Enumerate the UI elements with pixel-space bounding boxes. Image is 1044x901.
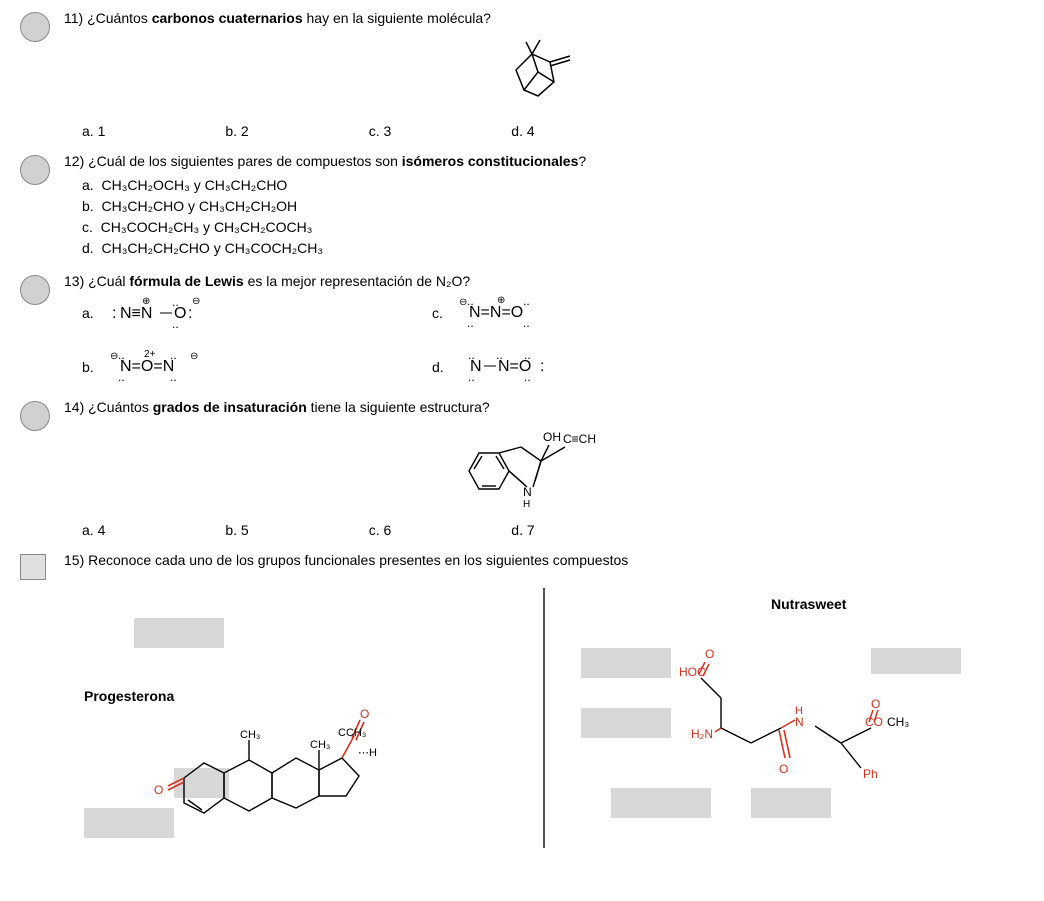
option-d[interactable]: d. N .. .. N=O .. .. .. : xyxy=(432,349,782,385)
options: a. 4 b. 5 c. 6 d. 7 xyxy=(82,522,1024,538)
molecule-diagram: N H OH C≡CH xyxy=(64,421,1024,514)
svg-text:..: .. xyxy=(118,370,125,384)
question-text: 14) ¿Cuántos grados de insaturación tien… xyxy=(64,399,1024,415)
q-number: 12) xyxy=(64,153,84,169)
blank-box[interactable] xyxy=(581,648,671,678)
option-c[interactable]: c. CH₃COCH₂CH₃ y CH₃CH₂COCH₃ xyxy=(82,217,1024,238)
question-13: 13) ¿Cuál fórmula de Lewis es la mejor r… xyxy=(20,273,1024,385)
question-11: 11) ¿Cuántos carbonos cuaternarios hay e… xyxy=(20,10,1024,139)
svg-text:Ph: Ph xyxy=(863,767,878,781)
option-c[interactable]: c. 3 xyxy=(369,123,392,139)
q-number: 11) xyxy=(64,10,83,26)
option-b[interactable]: b. ⊖ N=O=N .. .. 2+ .. .. ⊖ xyxy=(82,349,432,385)
svg-text::: : xyxy=(188,305,192,322)
question-text: 15) Reconoce cada uno de los grupos func… xyxy=(64,552,1024,568)
lewis-b-icon: ⊖ N=O=N .. .. 2+ .. .. ⊖ xyxy=(108,349,228,385)
molecule-title: Nutrasweet xyxy=(771,596,846,612)
progesterone-panel: Progesterona xyxy=(64,588,537,848)
svg-text:..: .. xyxy=(467,295,474,308)
svg-text:..: .. xyxy=(468,370,475,384)
svg-text:..: .. xyxy=(170,349,177,362)
svg-text:C≡CH: C≡CH xyxy=(563,432,596,446)
svg-text:O: O xyxy=(705,647,714,661)
svg-text:O: O xyxy=(154,783,163,797)
answer-square[interactable] xyxy=(20,554,46,580)
svg-text:H₂N: H₂N xyxy=(691,727,713,741)
svg-text:..: .. xyxy=(172,317,179,330)
option-d[interactable]: d. CH₃CH₂CH₂CHO y CH₃COCH₂CH₃ xyxy=(82,238,1024,259)
svg-text:O: O xyxy=(871,697,880,711)
question-text: 13) ¿Cuál fórmula de Lewis es la mejor r… xyxy=(64,273,1024,289)
options: a. CH₃CH₂OCH₃ y CH₃CH₂CHO b. CH₃CH₂CHO y… xyxy=(82,175,1024,259)
svg-text:..: .. xyxy=(468,349,475,362)
svg-text:N: N xyxy=(523,485,532,499)
answer-bubble[interactable] xyxy=(20,401,50,431)
option-a[interactable]: a. 1 xyxy=(82,123,105,139)
option-d[interactable]: d. 4 xyxy=(511,123,534,139)
option-c[interactable]: c. ⊖ N=N=O .. .. ⊕ .. .. xyxy=(432,295,782,331)
question-14: 14) ¿Cuántos grados de insaturación tien… xyxy=(20,399,1024,538)
q-number: 14) xyxy=(64,399,84,415)
svg-text:..: .. xyxy=(524,370,531,384)
svg-text:N: N xyxy=(795,715,804,729)
svg-text:O: O xyxy=(779,762,788,776)
options: a. 1 b. 2 c. 3 d. 4 xyxy=(82,123,1024,139)
svg-text:H: H xyxy=(795,705,803,717)
option-c[interactable]: c. 6 xyxy=(369,522,392,538)
q-number: 13) xyxy=(64,273,84,289)
svg-text:..: .. xyxy=(172,296,179,309)
svg-text:⊖: ⊖ xyxy=(192,296,200,307)
option-a[interactable]: a. 4 xyxy=(82,522,105,538)
svg-text:..: .. xyxy=(524,349,531,362)
svg-text:N=O=N: N=O=N xyxy=(120,358,174,375)
option-d[interactable]: d. 7 xyxy=(511,522,534,538)
svg-text:..: .. xyxy=(523,316,530,330)
question-text: 12) ¿Cuál de los siguientes pares de com… xyxy=(64,153,1024,169)
answer-bubble[interactable] xyxy=(20,155,50,185)
molecule-diagram xyxy=(64,32,1024,115)
option-b[interactable]: b. 5 xyxy=(225,522,248,538)
nutrasweet-structure: HOC O H₂N O N H xyxy=(661,618,991,818)
question-15: 15) Reconoce cada uno de los grupos func… xyxy=(20,552,1024,848)
option-b[interactable]: b. 2 xyxy=(225,123,248,139)
svg-text:⊕: ⊕ xyxy=(142,296,150,307)
question-12: 12) ¿Cuál de los siguientes pares de com… xyxy=(20,153,1024,259)
svg-text:⊖: ⊖ xyxy=(190,351,198,362)
lewis-d-icon: N .. .. N=O .. .. .. : xyxy=(458,349,578,385)
svg-text:2+: 2+ xyxy=(144,349,156,360)
lewis-c-icon: ⊖ N=N=O .. .. ⊕ .. .. xyxy=(457,295,577,331)
question-text: 11) ¿Cuántos carbonos cuaternarios hay e… xyxy=(64,10,1024,26)
svg-text:CH₃: CH₃ xyxy=(240,729,260,741)
svg-text:..: .. xyxy=(467,316,474,330)
svg-text::: : xyxy=(540,358,544,375)
svg-text:⋯H: ⋯H xyxy=(358,747,377,759)
q-number: 15) xyxy=(64,552,84,568)
svg-text:CCH₃: CCH₃ xyxy=(338,727,366,739)
option-a[interactable]: a. : N≡N ⊕ O .. .. : ⊖ xyxy=(82,295,432,331)
svg-text:⊕: ⊕ xyxy=(497,295,505,306)
svg-text:OH: OH xyxy=(543,430,561,444)
answer-bubble[interactable] xyxy=(20,275,50,305)
progesterone-structure: CH₃ CH₃ ⋯H O CCH₃ O xyxy=(154,628,484,848)
lewis-a-icon: : N≡N ⊕ O .. .. : ⊖ xyxy=(108,296,218,330)
option-b[interactable]: b. CH₃CH₂CHO y CH₃CH₂CH₂OH xyxy=(82,196,1024,217)
svg-text:O: O xyxy=(360,707,369,721)
nutrasweet-panel: Nutrasweet xyxy=(551,588,1024,848)
svg-text:..: .. xyxy=(523,295,530,308)
svg-text:N=N=O: N=N=O xyxy=(469,304,523,321)
svg-text:CH₃: CH₃ xyxy=(887,715,909,729)
svg-text:H: H xyxy=(523,499,530,510)
diagrams-container: Progesterona xyxy=(64,588,1024,848)
option-a[interactable]: a. CH₃CH₂OCH₃ y CH₃CH₂CHO xyxy=(82,175,1024,196)
blank-box[interactable] xyxy=(581,708,671,738)
svg-text:..: .. xyxy=(170,370,177,384)
svg-text::: : xyxy=(112,305,116,322)
svg-text:CH₃: CH₃ xyxy=(310,739,330,751)
svg-text:N≡N: N≡N xyxy=(120,305,152,322)
svg-text:..: .. xyxy=(496,349,503,362)
divider xyxy=(543,588,545,848)
answer-bubble[interactable] xyxy=(20,12,50,42)
svg-text:..: .. xyxy=(118,349,125,362)
